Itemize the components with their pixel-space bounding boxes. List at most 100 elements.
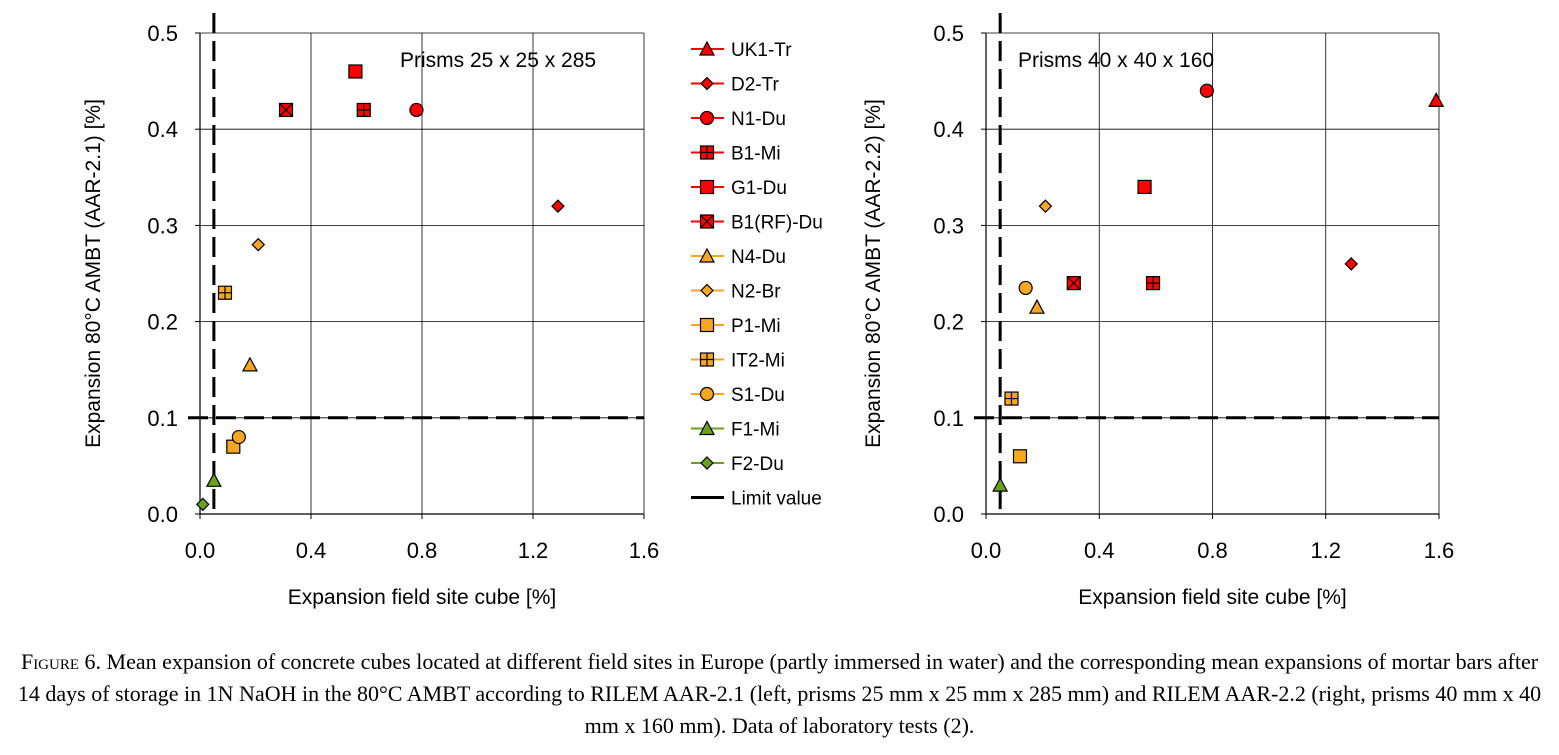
legend-marker — [699, 317, 715, 333]
legend-marker — [699, 110, 715, 126]
legend-item: Limit value — [691, 489, 822, 510]
caption-label: Figure 6. — [20, 649, 102, 674]
legend-marker — [698, 40, 716, 56]
legend-marker — [698, 420, 716, 436]
legend-label: G1-Du — [731, 178, 787, 199]
prism-size-annotation: Prisms 40 x 40 x 160 — [1018, 49, 1214, 72]
gridlines — [200, 32, 645, 514]
x-axis-label: Expansion field site cube [%] — [1078, 586, 1347, 609]
legend-marker — [699, 145, 715, 160]
y-tick-label: 0.5 — [933, 21, 964, 46]
legend-label: IT2-Mi — [731, 351, 785, 372]
data-point — [1012, 449, 1028, 464]
x-tick-label: 0.0 — [185, 538, 216, 563]
legend-item: N1-Du — [691, 109, 786, 130]
x-tick-label: 1.6 — [629, 538, 660, 563]
chart-panel-right: 0.0 0.4 0.8 1.2 1.6 0.0 0.1 0.2 0.3 0.4 0.5 Expansi… — [862, 13, 1454, 609]
data-point — [551, 199, 565, 214]
legend-label: B1-Mi — [731, 144, 781, 165]
legend-label: S1-Du — [731, 385, 785, 406]
legend-marker — [699, 386, 715, 402]
legend-label: F1-Mi — [731, 420, 780, 441]
data-points — [195, 64, 565, 512]
x-tick-label: 1.6 — [1424, 538, 1455, 563]
data-point — [231, 429, 246, 445]
x-tick-label: 0.4 — [296, 538, 327, 563]
data-points — [992, 83, 1445, 492]
legend-item: UK1-Tr — [691, 40, 792, 61]
x-axis-label: Expansion field site cube [%] — [288, 586, 557, 609]
y-axis-label: Expansion 80°C AMBT (AAR-2.1) [%] — [82, 99, 105, 448]
data-point — [241, 356, 258, 372]
y-tick-label: 0.0 — [933, 502, 964, 527]
data-point — [217, 285, 233, 300]
data-point — [1018, 280, 1033, 296]
x-tick-label: 0.0 — [971, 538, 1002, 563]
data-point — [348, 64, 363, 79]
legend-item: D2-Tr — [691, 75, 780, 96]
legend-item: N2-Br — [691, 282, 781, 303]
legend-item: S1-Du — [691, 385, 785, 406]
prism-size-annotation: Prisms 25 x 25 x 285 — [400, 49, 596, 72]
y-tick-label: 0.4 — [933, 117, 964, 142]
legend-item: P1-Mi — [691, 316, 781, 337]
legend-item: B1-Mi — [691, 144, 781, 165]
legend-marker — [699, 352, 715, 367]
x-tick-label: 0.4 — [1084, 538, 1115, 563]
y-tick-label: 0.1 — [147, 406, 178, 431]
figure-caption: Figure 6. Mean expansion of concrete cub… — [10, 646, 1549, 742]
legend-label: UK1-Tr — [731, 40, 792, 61]
legend-item: B1(RF)-Du — [691, 213, 823, 234]
y-tick-label: 0.0 — [147, 502, 178, 527]
data-point — [195, 497, 210, 512]
data-point — [278, 102, 294, 118]
y-tick-label: 0.3 — [147, 213, 178, 238]
data-point — [1428, 92, 1445, 107]
legend-marker — [700, 76, 714, 91]
legend-item: F2-Du — [691, 454, 784, 475]
legend-label: P1-Mi — [731, 316, 781, 337]
legend-label: N1-Du — [731, 109, 786, 130]
legend-marker — [699, 214, 715, 229]
data-point — [992, 476, 1009, 492]
data-point — [251, 237, 266, 252]
legend-marker — [700, 283, 714, 298]
data-point — [1028, 298, 1045, 314]
legend-label: Limit value — [731, 489, 822, 510]
legend-label: D2-Tr — [731, 75, 780, 96]
data-point — [1344, 257, 1359, 271]
x-tick-label: 0.8 — [407, 538, 438, 563]
legend: UK1-Tr D2-Tr N1-Du B1-Mi G1-Du B1(RF)-Du N4-Du… — [691, 40, 823, 510]
data-point — [205, 472, 222, 487]
x-tick-label: 1.2 — [1310, 538, 1341, 563]
legend-label: B1(RF)-Du — [731, 213, 823, 234]
data-point — [1038, 199, 1053, 214]
x-tick-label: 0.8 — [1197, 538, 1228, 563]
legend-marker — [698, 247, 716, 263]
y-tick-label: 0.2 — [933, 310, 964, 335]
y-tick-label: 0.5 — [147, 21, 178, 46]
legend-item: G1-Du — [691, 178, 787, 199]
y-tick-label: 0.4 — [147, 117, 178, 142]
legend-marker — [699, 179, 715, 195]
caption-text: Mean expansion of concrete cubes located… — [17, 649, 1542, 738]
legend-label: F2-Du — [731, 454, 784, 475]
x-tick-label: 1.2 — [518, 538, 549, 563]
y-tick-label: 0.2 — [147, 310, 178, 335]
legend-marker — [700, 456, 714, 470]
data-point — [1137, 179, 1152, 195]
legend-item: F1-Mi — [691, 420, 780, 441]
data-point — [356, 102, 371, 118]
data-point — [1004, 391, 1019, 406]
legend-label: N4-Du — [731, 247, 786, 268]
data-point — [1199, 83, 1214, 98]
chart-panel-left: 0.0 0.4 0.8 1.2 1.6 0.0 0.1 0.2 0.3 0.4 0.5 Expansi… — [82, 13, 659, 609]
legend-item: IT2-Mi — [691, 351, 785, 372]
legend-label: N2-Br — [731, 282, 781, 303]
data-point — [1145, 276, 1161, 291]
y-axis-label: Expansion 80°C AMBT (AAR-2.2) [%] — [862, 99, 885, 448]
data-point — [1066, 276, 1081, 291]
y-tick-label: 0.1 — [933, 406, 964, 431]
data-point — [409, 102, 424, 118]
gridlines — [986, 32, 1440, 514]
